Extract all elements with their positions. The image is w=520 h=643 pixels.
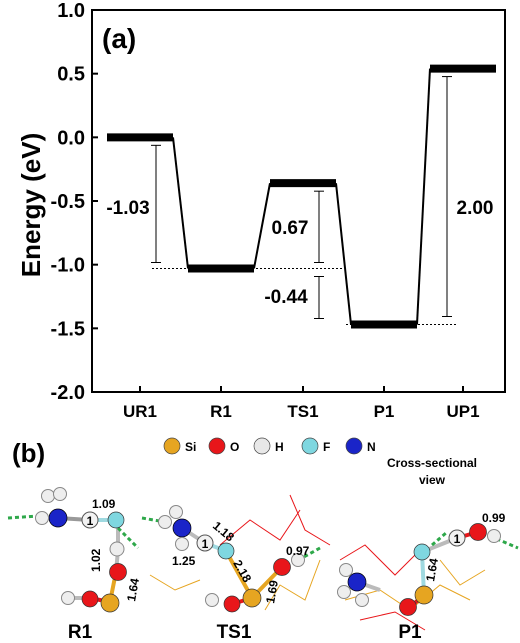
f-atom-icon bbox=[107, 511, 125, 529]
energy-differences: -1.03 0.67 -0.44 2.00 bbox=[106, 76, 494, 326]
y-tick-label: 0.0 bbox=[57, 127, 85, 149]
legend-swatch-n bbox=[345, 437, 363, 455]
y-tick-label: -0.5 bbox=[51, 191, 85, 213]
atom-marker: 1 bbox=[454, 532, 461, 546]
o-atom-icon bbox=[109, 563, 127, 581]
structure-p1: 1 0.99 1.64 P1 bbox=[337, 511, 519, 643]
si-atom-icon bbox=[414, 585, 434, 605]
bond-label: 1.64 bbox=[124, 577, 142, 603]
level-connector bbox=[253, 182, 271, 269]
n-atom-icon bbox=[347, 572, 367, 592]
x-tick-label: UP1 bbox=[446, 402, 479, 421]
bond-label: 1.02 bbox=[89, 548, 103, 572]
h-atom-icon bbox=[291, 553, 305, 567]
bond-label: 1.69 bbox=[263, 579, 281, 605]
y-tick-label: -1.0 bbox=[51, 255, 85, 277]
bond-label: 1.09 bbox=[92, 497, 116, 511]
h-atom-icon bbox=[35, 511, 49, 525]
legend-swatch-f bbox=[301, 437, 319, 455]
x-tick-label: UR1 bbox=[123, 402, 157, 421]
h-atom-icon bbox=[196, 534, 214, 552]
n-atom-icon bbox=[48, 508, 68, 528]
structures-panel: (b) Si O H F N Cross-sectional view bbox=[7, 437, 519, 643]
legend-swatch-si bbox=[163, 437, 181, 455]
y-tick-label: 0.5 bbox=[57, 64, 85, 86]
n-atom-icon bbox=[172, 518, 192, 538]
x-axis-ticks: UR1 R1 TS1 P1 UP1 bbox=[123, 386, 480, 421]
h-atom-icon bbox=[175, 537, 189, 551]
level-connector bbox=[335, 183, 352, 325]
legend-swatch-o bbox=[208, 437, 226, 455]
y-axis-ticks: 1.0 0.5 0.0 -0.5 -1.0 -1.5 -2.0 bbox=[51, 0, 98, 404]
cross-section-note-line2: view bbox=[419, 473, 446, 487]
f-atom-icon bbox=[413, 543, 431, 561]
bond-label: 1.18 bbox=[210, 519, 237, 545]
panel-a-label: (a) bbox=[102, 23, 136, 54]
structure-ts1: 1 1.18 1.25 2.18 0.97 1.69 TS1 bbox=[141, 494, 331, 643]
atom-legend: Si O H F N bbox=[163, 437, 376, 455]
f-atom-icon bbox=[217, 542, 235, 560]
h-atom-icon bbox=[448, 529, 466, 547]
legend-label: O bbox=[230, 440, 239, 454]
legend-label: N bbox=[367, 440, 376, 454]
level-connector bbox=[172, 137, 189, 269]
y-tick-label: -1.5 bbox=[51, 318, 85, 340]
o-atom-icon bbox=[223, 595, 241, 613]
o-atom-icon bbox=[469, 523, 487, 541]
legend-label: Si bbox=[185, 440, 196, 454]
difference-label: 0.67 bbox=[272, 218, 309, 239]
h-atom-icon bbox=[337, 585, 351, 599]
si-atom-icon bbox=[242, 588, 262, 608]
x-tick-label: P1 bbox=[374, 402, 395, 421]
h-atom-icon bbox=[61, 591, 75, 605]
h-atom-icon bbox=[339, 563, 353, 577]
h-atom-icon bbox=[158, 515, 172, 529]
si-atom-icon bbox=[100, 593, 120, 613]
h-atom-icon bbox=[169, 505, 183, 519]
legend-label: H bbox=[275, 440, 284, 454]
structure-r1: 1 1.09 1.02 1.64 R1 bbox=[7, 487, 142, 643]
h-atom-icon bbox=[81, 511, 99, 529]
bond-label: 2.18 bbox=[230, 558, 254, 586]
atom-marker: 1 bbox=[202, 537, 209, 551]
bond-label: 0.99 bbox=[482, 511, 506, 525]
bond-label: 0.97 bbox=[286, 544, 310, 558]
h-atom-icon bbox=[53, 487, 67, 501]
o-atom-icon bbox=[273, 558, 291, 576]
o-atom-icon bbox=[399, 598, 417, 616]
structure-label: R1 bbox=[68, 622, 93, 643]
structure-label: P1 bbox=[398, 622, 422, 643]
difference-label: -1.03 bbox=[106, 198, 149, 219]
x-tick-label: TS1 bbox=[287, 402, 318, 421]
cross-section-note-line1: Cross-sectional bbox=[387, 456, 477, 470]
h-atom-icon bbox=[487, 529, 501, 543]
difference-label: 2.00 bbox=[457, 198, 494, 219]
level-connector bbox=[416, 68, 431, 325]
y-tick-label: 1.0 bbox=[57, 0, 85, 22]
h-atom-icon bbox=[41, 489, 55, 503]
h-atom-icon bbox=[355, 593, 369, 607]
h-atom-icon bbox=[109, 541, 125, 557]
bond-label: 1.25 bbox=[172, 554, 196, 568]
x-tick-label: R1 bbox=[210, 402, 232, 421]
y-tick-label: -2.0 bbox=[51, 382, 85, 404]
legend-swatch-h bbox=[253, 437, 271, 455]
legend-label: F bbox=[323, 440, 330, 454]
difference-label: -0.44 bbox=[264, 287, 308, 308]
atom-marker: 1 bbox=[87, 514, 94, 528]
bond-label: 1.64 bbox=[423, 557, 441, 583]
y-axis-title: Energy (eV) bbox=[16, 133, 46, 278]
panel-b-label: (b) bbox=[12, 438, 45, 468]
o-atom-icon bbox=[81, 590, 99, 608]
structure-label: TS1 bbox=[217, 622, 252, 643]
energy-chart: (a) Energy (eV) 1.0 0.5 0.0 -0.5 -1.0 -1.5 -2.… bbox=[16, 0, 506, 421]
h-atom-icon bbox=[205, 593, 219, 607]
energy-levels bbox=[107, 64, 496, 329]
